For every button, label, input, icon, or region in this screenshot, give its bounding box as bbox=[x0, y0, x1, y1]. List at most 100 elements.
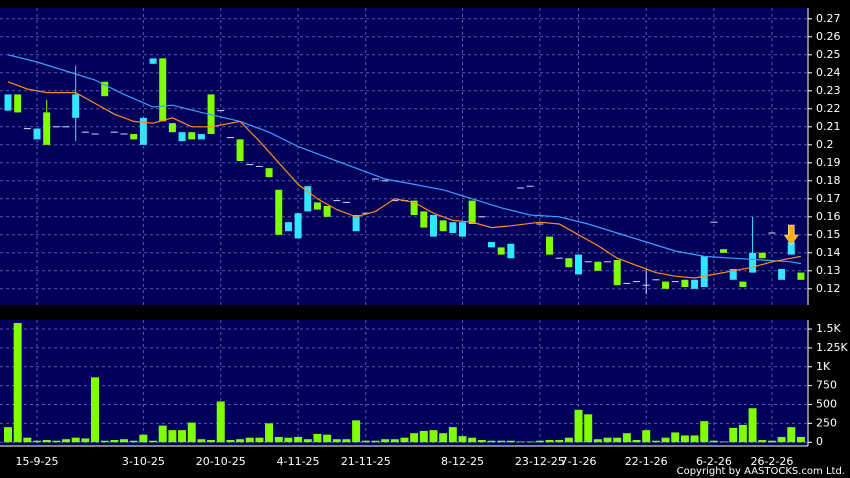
candle-body bbox=[565, 258, 573, 268]
y-tick-label: 0.24 bbox=[816, 66, 841, 79]
candle-body bbox=[700, 256, 708, 287]
y-tick-label: 0.2 bbox=[816, 138, 834, 151]
volume-bar bbox=[448, 427, 457, 443]
y-tick-label: 0.12 bbox=[816, 282, 841, 295]
moving-average-line bbox=[7, 81, 802, 279]
x-tick-label: 26-2-26 bbox=[750, 455, 793, 468]
volume-bar bbox=[642, 430, 651, 443]
candle-body bbox=[139, 117, 147, 145]
y2-tick-label: 1.25K bbox=[816, 341, 848, 354]
volume-bar bbox=[294, 436, 303, 443]
candle-body bbox=[787, 242, 795, 255]
volume-bar bbox=[226, 439, 235, 443]
volume-bar bbox=[796, 436, 805, 443]
candle-body bbox=[168, 123, 176, 133]
volume-bar bbox=[313, 433, 322, 443]
candle-body bbox=[265, 168, 273, 178]
volume-bar bbox=[13, 323, 22, 443]
candle-body bbox=[33, 128, 41, 140]
volume-bar bbox=[187, 422, 196, 443]
volume-bar bbox=[361, 440, 370, 443]
volume-bar bbox=[661, 437, 670, 443]
volume-bar bbox=[787, 427, 796, 443]
y-tick-label: 0.17 bbox=[816, 192, 841, 205]
marks: 0.27 0.26 0.25 0.24 0.23 0.22 0.21 0.2 0.19 0.18 0… bbox=[0, 8, 848, 468]
volume-bar bbox=[487, 440, 496, 443]
candle-body bbox=[797, 272, 805, 280]
volume-bar bbox=[381, 439, 390, 443]
volume-bar bbox=[651, 440, 660, 443]
candle-body bbox=[681, 279, 689, 287]
candle-body bbox=[758, 252, 766, 259]
x-tick-label: 3-10-25 bbox=[122, 455, 165, 468]
volume-bar bbox=[62, 439, 71, 443]
volume-bar bbox=[255, 437, 264, 443]
y-tick-label: 0.18 bbox=[816, 174, 841, 187]
volume-bar bbox=[216, 401, 225, 443]
volume-panel bbox=[0, 320, 808, 446]
volume-bar bbox=[129, 440, 138, 443]
x-tick-label: 21-11-25 bbox=[341, 455, 391, 468]
volume-bar bbox=[400, 437, 409, 443]
x-tick-label: 23-12-25 bbox=[515, 455, 565, 468]
candle-body bbox=[4, 94, 12, 111]
volume-bar bbox=[516, 441, 525, 443]
volume-bar bbox=[245, 437, 254, 443]
candle-body bbox=[14, 94, 22, 113]
volume-bar bbox=[139, 434, 148, 443]
volume-bar bbox=[709, 440, 718, 443]
candle-body bbox=[739, 281, 747, 287]
volume-bar bbox=[390, 439, 399, 443]
volume-bar bbox=[178, 430, 187, 443]
marker-arrow bbox=[783, 224, 799, 246]
candle-body bbox=[497, 247, 505, 255]
volume-bar bbox=[342, 439, 351, 443]
volume-bar bbox=[555, 439, 564, 443]
candle-body bbox=[749, 252, 757, 273]
volume-bar bbox=[458, 436, 467, 443]
volume-bar bbox=[738, 424, 747, 443]
candle-body bbox=[323, 206, 331, 217]
volume-bar bbox=[429, 430, 438, 443]
candle-body bbox=[294, 213, 302, 239]
y-tick-label: 0.13 bbox=[816, 264, 841, 277]
volume-bar bbox=[197, 439, 206, 443]
volume-bar bbox=[149, 440, 158, 443]
volume-bar bbox=[777, 436, 786, 443]
candle-body bbox=[149, 58, 157, 64]
volume-bar bbox=[690, 435, 699, 443]
x-tick-label: 8-12-25 bbox=[441, 455, 484, 468]
y-tick-label: 0.14 bbox=[816, 246, 841, 259]
y-tick-label: 0.23 bbox=[816, 84, 841, 97]
candle-body bbox=[420, 211, 428, 228]
volume-bar bbox=[574, 409, 583, 443]
candle-body bbox=[159, 58, 167, 122]
volume-bar bbox=[477, 439, 486, 443]
candle-body bbox=[546, 236, 554, 255]
volume-bar bbox=[584, 414, 593, 443]
y-tick-label: 0.19 bbox=[816, 156, 841, 169]
candle-body bbox=[488, 242, 495, 248]
candle-body bbox=[594, 261, 602, 271]
candle-body bbox=[662, 281, 670, 289]
volume-bar bbox=[332, 439, 341, 443]
x-tick-label: 6-2-26 bbox=[696, 455, 732, 468]
y-tick-label: 0.27 bbox=[816, 12, 841, 25]
volume-bar bbox=[729, 427, 738, 443]
y2-tick-label: 500 bbox=[816, 398, 837, 411]
candle-body bbox=[729, 269, 737, 280]
x-tick-label: 15-9-25 bbox=[16, 455, 59, 468]
volume-bar bbox=[33, 440, 42, 443]
candle-body bbox=[313, 202, 321, 210]
candle-body bbox=[410, 200, 418, 215]
volume-bar bbox=[410, 433, 419, 443]
x-tick-label: 22-1-26 bbox=[625, 455, 668, 468]
candle-body bbox=[188, 132, 196, 140]
candle-body bbox=[575, 254, 583, 275]
candle-body bbox=[72, 94, 80, 118]
volume-bar bbox=[71, 437, 80, 443]
volume-bar bbox=[545, 439, 554, 443]
candle-body bbox=[613, 260, 621, 286]
volume-bar bbox=[506, 440, 515, 443]
